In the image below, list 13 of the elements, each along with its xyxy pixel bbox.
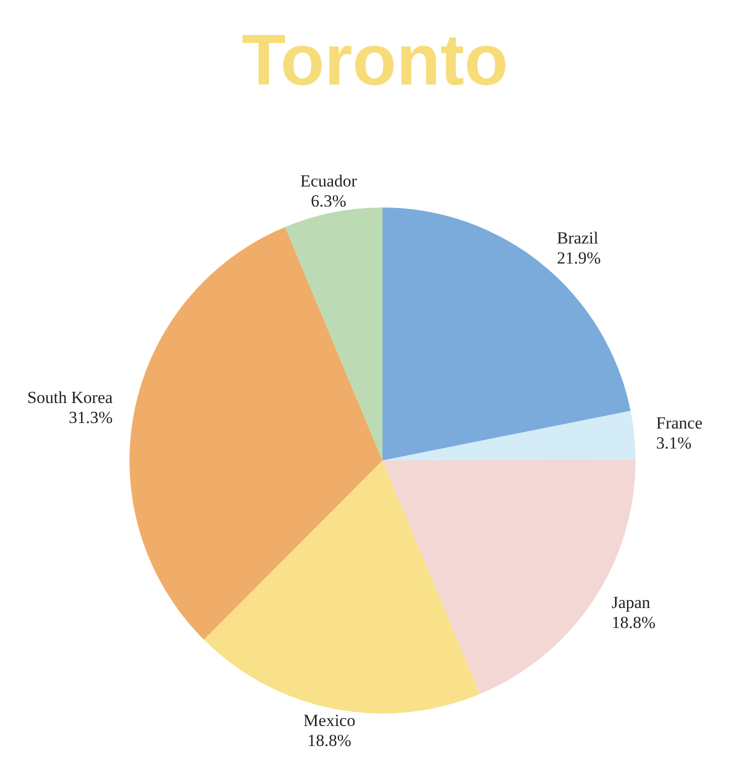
data-label: 21.9% (556, 248, 601, 268)
data-label: 6.3% (310, 191, 346, 210)
data-label: 3.1% (656, 433, 692, 452)
chart-title: Toronto (242, 20, 508, 100)
data-label: 31.3% (68, 408, 113, 427)
data-label: 18.8% (307, 730, 352, 750)
slice-label: Mexico (303, 710, 356, 730)
slice-label: Brazil (556, 228, 599, 248)
data-label: 18.8% (612, 613, 656, 632)
slice-label: Japan (612, 593, 651, 612)
slice-label: France (656, 413, 702, 432)
slice-label: Ecuador (300, 171, 358, 190)
slice-label: South Korea (27, 388, 114, 407)
